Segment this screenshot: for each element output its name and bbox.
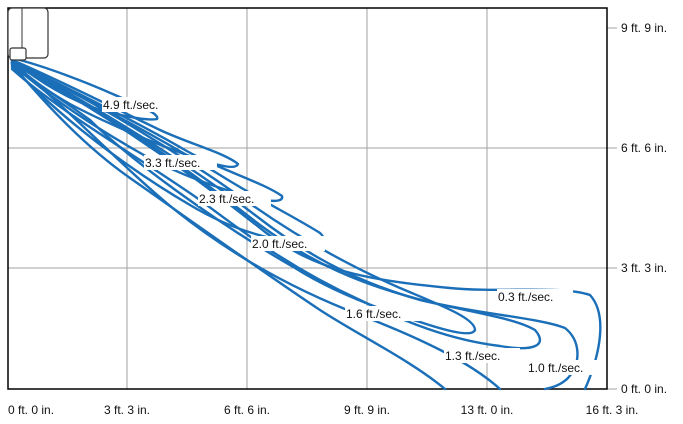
speed-label-1-3: 1.3 ft./sec. <box>444 348 520 363</box>
x-tick-label: 6 ft. 6 in. <box>224 403 270 417</box>
contour-outer-b <box>10 61 502 391</box>
y-tick-label: 3 ft. 3 in. <box>621 261 667 275</box>
plot-frame <box>7 7 608 390</box>
y-tick-label: 6 ft. 6 in. <box>621 141 667 155</box>
svg-text:2.0 ft./sec.: 2.0 ft./sec. <box>252 237 307 251</box>
x-tick-label: 13 ft. 0 in. <box>461 403 514 417</box>
contour-2-3 <box>10 59 284 203</box>
x-tick-label: 3 ft. 3 in. <box>104 403 150 417</box>
speed-label-1-6: 1.6 ft./sec. <box>345 306 420 321</box>
y-axis-labels: 0 ft. 0 in. 3 ft. 3 in. 6 ft. 6 in. 9 ft… <box>621 21 667 396</box>
airflow-contours <box>10 56 602 391</box>
speed-label-2-3: 2.3 ft./sec. <box>198 191 271 206</box>
svg-text:1.0 ft./sec.: 1.0 ft./sec. <box>528 361 583 375</box>
svg-text:0.3 ft./sec.: 0.3 ft./sec. <box>498 290 553 304</box>
x-tick-label: 0 ft. 0 in. <box>8 403 54 417</box>
svg-text:1.6 ft./sec.: 1.6 ft./sec. <box>346 307 401 321</box>
contour-4-9 <box>10 56 159 121</box>
svg-text:2.3 ft./sec.: 2.3 ft./sec. <box>199 192 254 206</box>
speed-labels: 4.9 ft./sec. 3.3 ft./sec. 2.3 ft./sec. 2… <box>102 97 603 375</box>
speed-label-0-3: 0.3 ft./sec. <box>497 289 573 304</box>
x-axis-labels: 0 ft. 0 in. 3 ft. 3 in. 6 ft. 6 in. 9 ft… <box>8 403 638 417</box>
svg-text:3.3 ft./sec.: 3.3 ft./sec. <box>145 156 200 170</box>
speed-label-3-3: 3.3 ft./sec. <box>144 155 217 170</box>
y-tick-label: 9 ft. 9 in. <box>621 21 667 35</box>
speed-label-1-0: 1.0 ft./sec. <box>527 360 603 375</box>
contour-0-3 <box>10 62 602 391</box>
x-tick-label: 9 ft. 9 in. <box>344 403 390 417</box>
speed-label-2-0: 2.0 ft./sec. <box>251 236 325 251</box>
speed-label-4-9: 4.9 ft./sec. <box>102 97 174 112</box>
x-tick-label: 16 ft. 3 in. <box>586 403 639 417</box>
y-tick-label: 0 ft. 0 in. <box>621 382 667 396</box>
grid-lines <box>8 8 617 390</box>
indoor-unit <box>7 7 49 61</box>
contour-outer-a <box>10 62 447 391</box>
svg-text:4.9 ft./sec.: 4.9 ft./sec. <box>103 98 158 112</box>
svg-text:1.3 ft./sec.: 1.3 ft./sec. <box>445 349 500 363</box>
